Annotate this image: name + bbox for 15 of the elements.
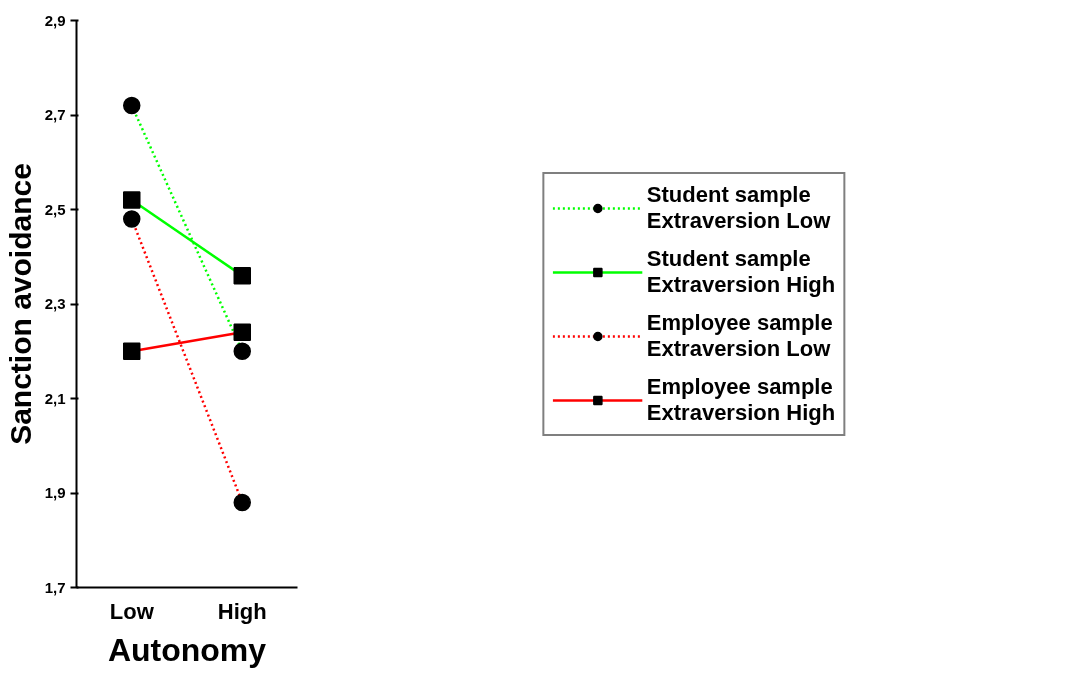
y-tick-label: 2,3 xyxy=(44,295,66,312)
x-tick-label: Low xyxy=(109,598,155,624)
legend-label: Employee sample Extraversion High xyxy=(646,373,836,426)
y-tick-label: 2,5 xyxy=(44,200,66,218)
y-tick-label: 1,9 xyxy=(44,484,66,501)
legend-label: Student sample Extraversion High xyxy=(646,245,836,298)
y-tick-label: 2,9 xyxy=(44,11,66,29)
y-axis-title: Sanction avoidance xyxy=(3,163,37,445)
x-tick-label: High xyxy=(217,598,267,624)
y-tick-label: 2,7 xyxy=(44,106,66,123)
y-tick-label: 2,1 xyxy=(44,389,66,407)
legend-label: Student sample Extraversion Low xyxy=(646,181,831,234)
x-axis-title: Autonomy xyxy=(107,631,267,668)
legend-label: Employee sample Extraversion Low xyxy=(646,309,833,362)
y-tick-label: 1,7 xyxy=(44,578,66,596)
